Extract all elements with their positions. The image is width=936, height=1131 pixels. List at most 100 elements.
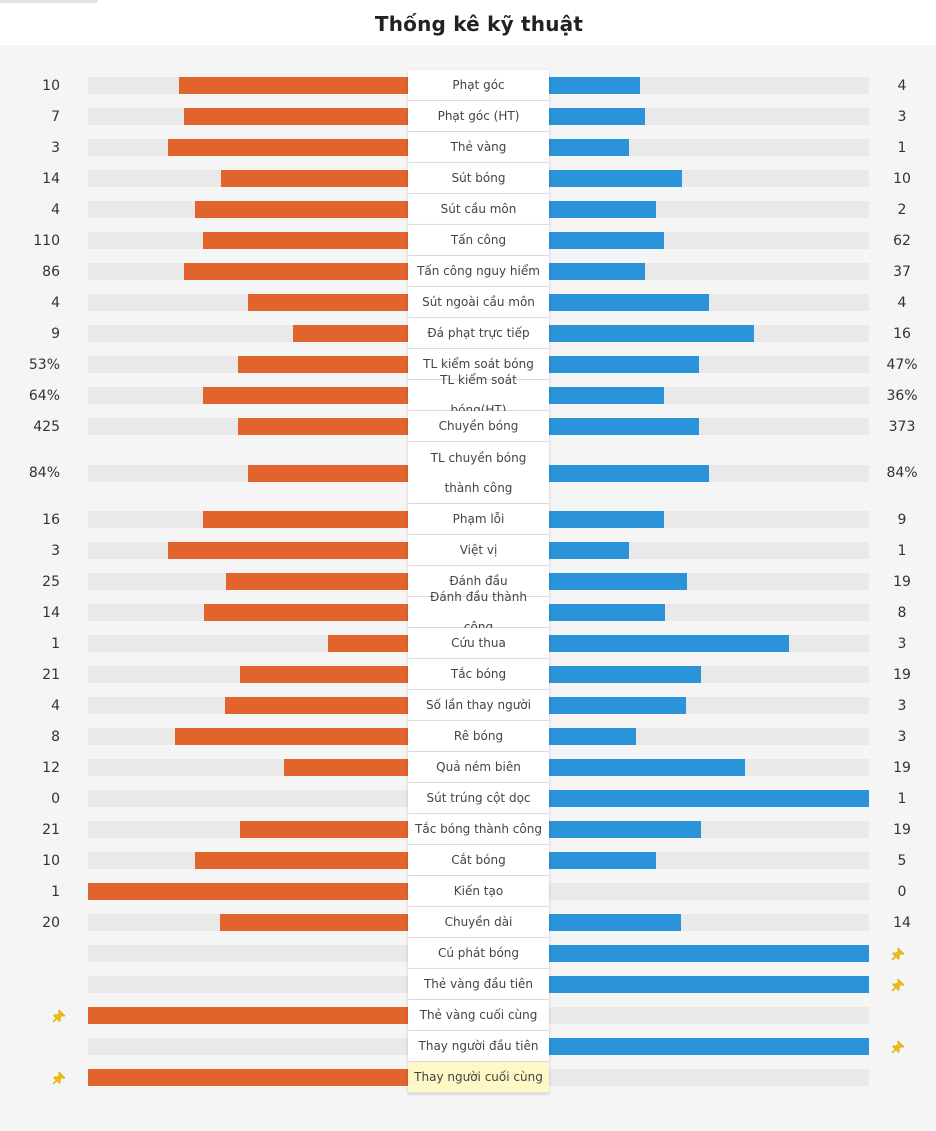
stat-label: Thẻ vàng — [408, 132, 549, 163]
pin-icon — [888, 938, 908, 969]
home-value: 3 — [51, 542, 60, 559]
away-value: 4 — [897, 294, 907, 311]
stat-row-viet-vi: 3 1 Việt vị — [0, 535, 936, 566]
stat-label: Sút cầu môn — [408, 194, 549, 225]
stat-label: Phạm lỗi — [408, 504, 549, 535]
away-bar-track — [549, 294, 869, 311]
away-bar — [549, 790, 869, 807]
away-bar — [549, 852, 656, 869]
away-value: 4 — [897, 77, 907, 94]
stat-row-tl-chuyen-bong-thanh-cong: 84% 84% TL chuyền bóng thành công — [0, 442, 936, 504]
away-bar-track — [549, 604, 869, 621]
away-bar — [549, 976, 869, 993]
stat-label: Đánh đầu — [408, 566, 549, 597]
stat-row-the-vang: 3 1 Thẻ vàng — [0, 132, 936, 163]
stat-row-tan-cong: 110 62 Tấn công — [0, 225, 936, 256]
away-bar-track — [549, 1007, 869, 1024]
stats-list: 10 4 Phạt góc 7 3 Phạt góc (HT) 3 1 Thẻ vàng 14 10… — [0, 70, 936, 1093]
home-bar-track — [88, 511, 408, 528]
stat-label: Rê bóng — [408, 721, 549, 752]
home-bar-track — [88, 883, 408, 900]
away-value: 5 — [897, 852, 907, 869]
away-value: 1 — [897, 542, 907, 559]
stat-row-cuu-thua: 1 3 Cứu thua — [0, 628, 936, 659]
stat-row-phat-goc: 10 4 Phạt góc — [0, 70, 936, 101]
home-value — [0, 1000, 88, 1031]
stat-label: Cứu thua — [408, 628, 549, 659]
home-bar-track — [88, 821, 408, 838]
stat-label: Việt vị — [408, 535, 549, 566]
home-bar-track — [88, 418, 408, 435]
away-bar-track — [549, 728, 869, 745]
away-bar — [549, 511, 664, 528]
home-bar — [184, 263, 408, 280]
home-value: 86 — [42, 263, 60, 280]
stat-label: Quả ném biên — [408, 752, 549, 783]
home-bar-track — [88, 573, 408, 590]
home-bar-track — [88, 325, 408, 342]
away-value: 47% — [886, 356, 918, 373]
home-bar-track — [88, 635, 408, 652]
page-title: Thống kê kỹ thuật — [374, 12, 584, 36]
away-value: 19 — [893, 821, 911, 838]
away-bar — [549, 418, 699, 435]
home-bar-track — [88, 294, 408, 311]
away-value: 19 — [893, 573, 911, 590]
away-value: 1 — [897, 139, 907, 156]
away-bar-track — [549, 1038, 869, 1055]
away-bar — [549, 232, 664, 249]
stat-row-sut-bong: 14 10 Sút bóng — [0, 163, 936, 194]
away-value: 3 — [897, 728, 907, 745]
stat-row-sut-trung-cot-doc: 0 1 Sút trúng cột dọc — [0, 783, 936, 814]
pin-icon — [888, 969, 908, 1000]
home-bar — [220, 914, 408, 931]
home-value: 10 — [42, 852, 60, 869]
away-bar-track — [549, 201, 869, 218]
away-bar — [549, 77, 640, 94]
away-value: 84% — [886, 465, 918, 481]
home-bar-track — [88, 914, 408, 931]
stat-row-danh-dau-thanh-cong: 14 8 Đánh đầu thành công — [0, 590, 936, 634]
home-value: 4 — [51, 697, 60, 714]
home-value: 14 — [42, 604, 60, 621]
home-bar — [195, 852, 408, 869]
stat-label: Chuyền bóng — [408, 411, 549, 442]
away-bar-track — [549, 821, 869, 838]
away-bar-track — [549, 666, 869, 683]
away-value: 10 — [893, 170, 911, 187]
stat-row-kien-tao: 1 0 Kiến tạo — [0, 876, 936, 907]
away-value: 16 — [893, 325, 911, 342]
away-bar-track — [549, 170, 869, 187]
home-bar — [225, 697, 408, 714]
away-bar — [549, 170, 682, 187]
stat-row-pham-loi: 16 9 Phạm lỗi — [0, 504, 936, 535]
away-bar-track — [549, 697, 869, 714]
home-bar — [226, 573, 408, 590]
away-value: 2 — [897, 201, 907, 218]
away-value: 19 — [893, 759, 911, 776]
home-value: 21 — [42, 666, 60, 683]
home-bar — [184, 108, 408, 125]
stat-label: Chuyền dài — [408, 907, 549, 938]
home-bar — [284, 759, 408, 776]
away-bar-track — [549, 325, 869, 342]
stat-row-tac-bong: 21 19 Tắc bóng — [0, 659, 936, 690]
away-bar-track — [549, 356, 869, 373]
away-bar-track — [549, 387, 869, 404]
stat-label: Sút trúng cột dọc — [408, 783, 549, 814]
home-bar-track — [88, 945, 408, 962]
away-bar — [549, 465, 709, 482]
home-bar — [238, 418, 408, 435]
home-value: 0 — [51, 790, 60, 807]
home-bar-track — [88, 108, 408, 125]
home-value: 21 — [42, 821, 60, 838]
away-bar-track — [549, 976, 869, 993]
away-bar — [549, 604, 665, 621]
home-bar — [168, 139, 408, 156]
stat-label: Sút ngoài cầu môn — [408, 287, 549, 318]
stat-row-thay-nguoi-cuoi-cung: Thay người cuối cùng — [0, 1062, 936, 1093]
home-value: 25 — [42, 573, 60, 590]
away-bar — [549, 635, 789, 652]
stat-row-qua-nem-bien: 12 19 Quả ném biên — [0, 752, 936, 783]
stat-row-the-vang-dau-tien: Thẻ vàng đầu tiên — [0, 969, 936, 1000]
